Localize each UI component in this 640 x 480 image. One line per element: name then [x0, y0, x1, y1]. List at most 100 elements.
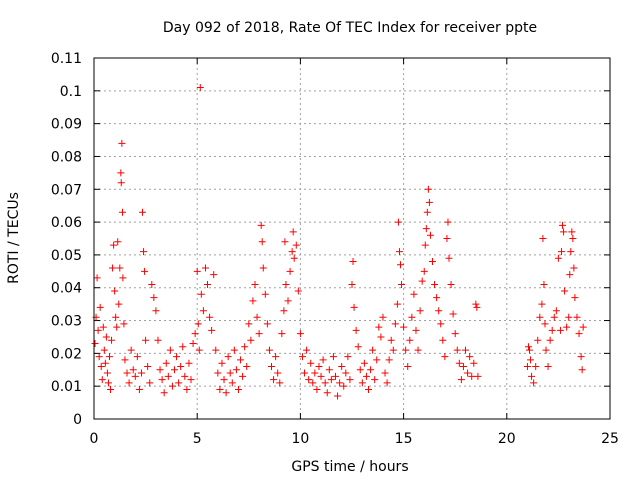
data-point [523, 362, 531, 370]
data-point [371, 376, 379, 384]
data-point [220, 376, 228, 384]
data-point [391, 320, 399, 328]
data-point [416, 307, 424, 315]
gridlines [94, 58, 610, 419]
y-axis-label: ROTI / TECUs [6, 192, 22, 284]
y-tick-label: 0.01 [51, 379, 82, 395]
data-point [532, 362, 540, 370]
data-point [570, 264, 578, 272]
data-point [181, 372, 189, 380]
data-point [325, 366, 333, 374]
data-point [317, 372, 325, 380]
data-point [340, 382, 348, 390]
data-point [119, 274, 127, 282]
data-point [470, 359, 478, 367]
data-point [358, 379, 366, 387]
y-tick-label: 0.08 [51, 149, 82, 165]
data-point [327, 376, 335, 384]
data-point [395, 248, 403, 256]
data-point [101, 359, 109, 367]
data-point [175, 379, 183, 387]
data-point [433, 294, 441, 302]
data-point [298, 353, 306, 361]
data-point [554, 254, 562, 262]
data-point [423, 208, 431, 216]
data-point [331, 372, 339, 380]
data-point [400, 323, 408, 331]
data-point [397, 261, 405, 269]
data-point [224, 353, 232, 361]
data-point [127, 346, 135, 354]
data-point [232, 366, 240, 374]
x-tick-label: 0 [90, 431, 99, 447]
data-point [230, 346, 238, 354]
data-point [118, 208, 126, 216]
data-point [98, 376, 106, 384]
data-point [115, 300, 123, 308]
data-point [563, 323, 571, 331]
data-point [91, 340, 99, 348]
data-point [459, 362, 467, 370]
data-point [305, 376, 313, 384]
data-point [199, 307, 207, 315]
data-point [247, 336, 255, 344]
data-point [102, 333, 110, 341]
data-point [561, 287, 569, 295]
data-point [117, 169, 125, 177]
data-point [237, 356, 245, 364]
data-point [375, 323, 383, 331]
data-point [360, 359, 368, 367]
data-point [406, 336, 414, 344]
data-point [226, 369, 234, 377]
data-point [352, 326, 360, 334]
chart-title: Day 092 of 2018, Rate Of TEC Index for r… [163, 20, 537, 36]
data-point [552, 307, 560, 315]
y-tick-label: 0.02 [51, 346, 82, 362]
x-tick-label: 25 [601, 431, 619, 447]
data-point [268, 362, 276, 370]
data-point [189, 340, 197, 348]
data-point [311, 369, 319, 377]
data-point [187, 376, 195, 384]
data-point [344, 353, 352, 361]
data-point [362, 372, 370, 380]
data-point [321, 379, 329, 387]
data-point [565, 313, 573, 321]
data-point [567, 248, 575, 256]
data-point [146, 379, 154, 387]
data-point [455, 359, 463, 367]
data-point [280, 307, 288, 315]
data-point [410, 290, 418, 298]
data-point [93, 274, 101, 282]
data-point [473, 303, 481, 311]
data-point [568, 228, 576, 236]
data-point [578, 366, 586, 374]
data-point [566, 271, 574, 279]
data-point [258, 238, 266, 246]
y-tick-label: 0.06 [51, 215, 82, 231]
data-point [431, 280, 439, 288]
x-tick-label: 15 [395, 431, 413, 447]
data-point [569, 235, 577, 242]
data-point [444, 218, 452, 226]
data-point [263, 320, 271, 328]
data-point [281, 238, 289, 246]
data-point [527, 356, 535, 364]
data-point [288, 248, 296, 256]
data-point [451, 330, 459, 338]
y-tick-label: 0.11 [51, 51, 82, 67]
data-point [528, 372, 536, 380]
data-point [148, 280, 156, 288]
data-point [125, 379, 133, 387]
data-point [421, 241, 429, 249]
data-point [154, 336, 162, 344]
data-point [369, 346, 377, 354]
data-point [526, 346, 534, 354]
data-point [420, 267, 428, 275]
data-point [349, 257, 357, 265]
data-point [278, 330, 286, 338]
data-point [179, 343, 187, 351]
data-point [381, 369, 389, 377]
plot-frame [93, 57, 611, 420]
data-point [222, 389, 230, 397]
